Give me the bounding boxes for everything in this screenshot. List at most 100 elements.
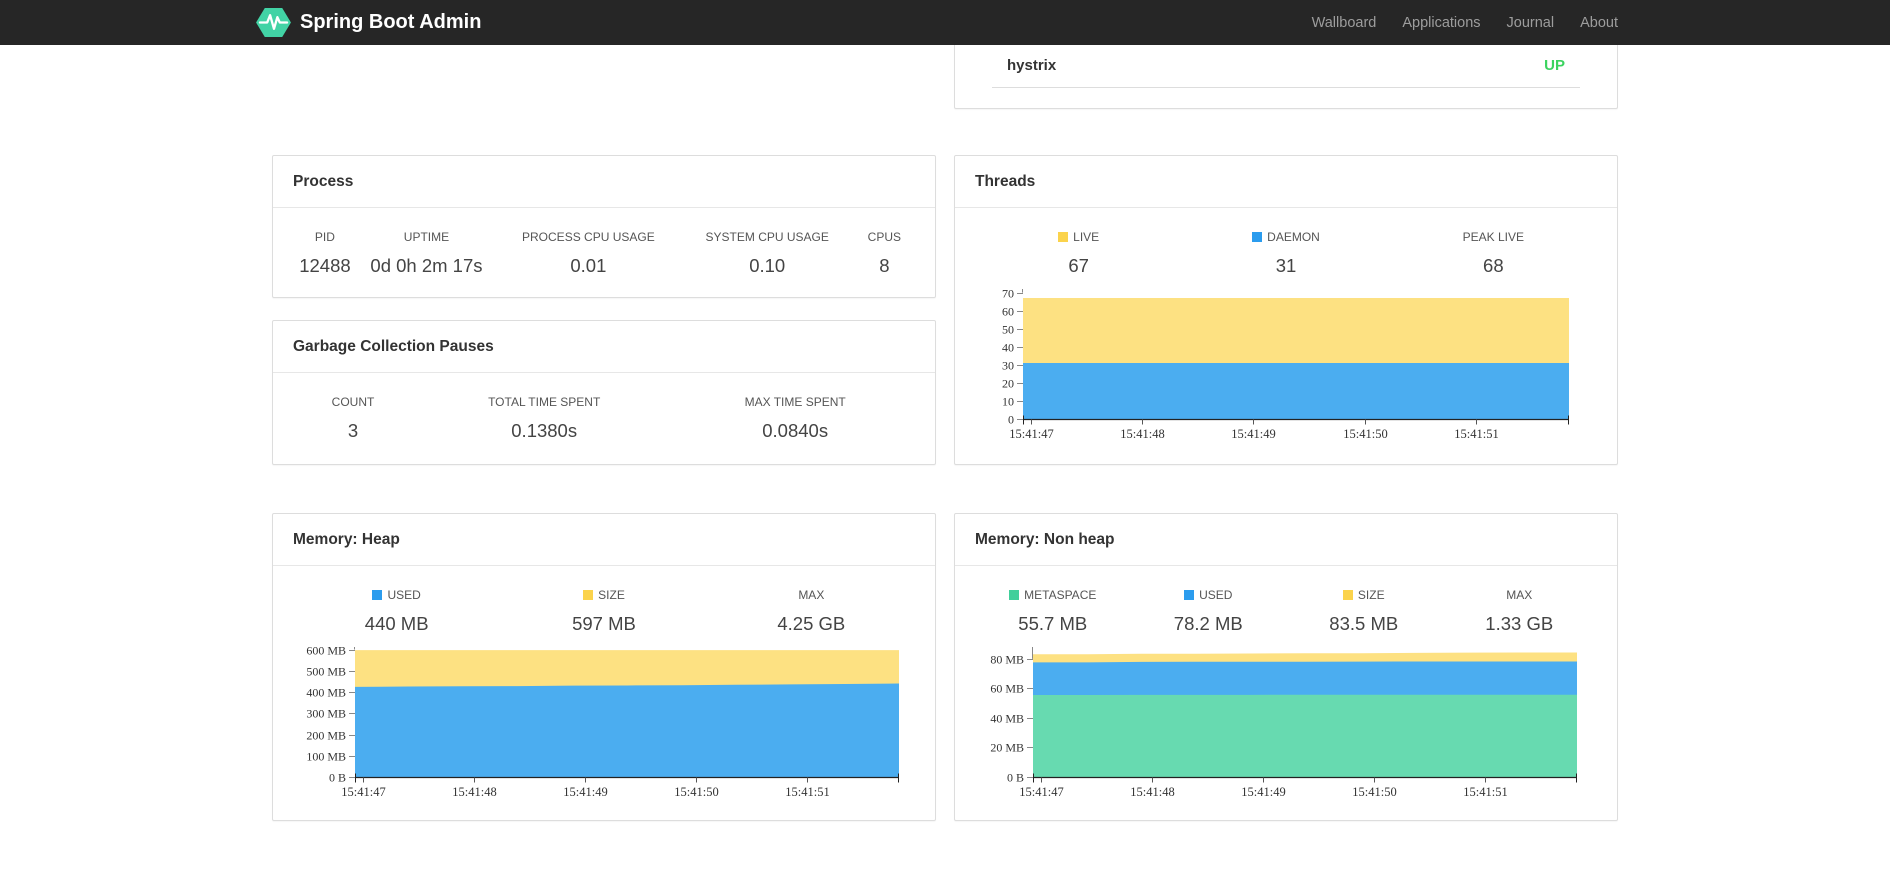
stat-label: MAX — [1506, 588, 1533, 602]
svg-text:15:41:50: 15:41:50 — [1352, 785, 1396, 799]
svg-text:40: 40 — [1002, 341, 1014, 355]
memory-row: Memory: Heap USED SIZE MAX 440 MB 597 MB 4.25… — [272, 513, 1618, 821]
stat-label: LIVE — [975, 230, 1182, 244]
gc-pauses-card-body: COUNT TOTAL TIME SPENT MAX TIME SPENT 3 0.13… — [273, 373, 935, 442]
svg-text:15:41:47: 15:41:47 — [341, 785, 385, 799]
threads-stats-table: LIVE DAEMON PEAK LIVE 67 31 68 — [975, 230, 1597, 277]
status-badge: UP — [1544, 57, 1565, 74]
stat-value: 0.0840s — [762, 420, 829, 441]
threads-card-title: Threads — [955, 156, 1617, 208]
svg-text:0 B: 0 B — [1007, 771, 1024, 785]
stat-label: USED — [1131, 588, 1287, 602]
gc-pauses-card: Garbage Collection Pauses COUNT TOTAL TIM… — [272, 320, 936, 465]
left-column: Process PID UPTIME PROCESS CPU USAGE SYSTEM… — [272, 155, 936, 465]
application-status-card: hystrix UP — [954, 45, 1618, 109]
svg-text:50: 50 — [1002, 323, 1014, 337]
legend-swatch-icon — [1342, 590, 1353, 600]
legend-swatch-icon — [1058, 232, 1069, 242]
svg-text:15:41:49: 15:41:49 — [1231, 427, 1275, 441]
svg-text:15:41:49: 15:41:49 — [1241, 785, 1285, 799]
brand-title: Spring Boot Admin — [300, 11, 482, 33]
stat-label: PROCESS CPU USAGE — [522, 230, 655, 244]
nav-link-journal[interactable]: Journal — [1506, 14, 1555, 31]
svg-text:0 B: 0 B — [329, 771, 346, 785]
stat-value: 0.01 — [570, 255, 607, 276]
stat-label: DAEMON — [1182, 230, 1389, 244]
memory-heap-chart: 0 B 100 MB 200 MB 300 MB 400 MB 500 MB 600 MB 1… — [293, 639, 915, 808]
threads-chart-svg: 0 10 20 30 40 50 60 70 15:41:47 15:41:48 15:41:49 1… — [1002, 287, 1569, 441]
process-card-title: Process — [273, 156, 935, 208]
svg-text:200 MB: 200 MB — [306, 729, 346, 743]
svg-text:15:41:47: 15:41:47 — [1019, 785, 1063, 799]
stat-label: COUNT — [331, 395, 375, 409]
memory-heap-chart-svg: 0 B 100 MB 200 MB 300 MB 400 MB 500 MB 600 MB 1… — [306, 644, 899, 799]
stat-label: MAX — [798, 588, 825, 602]
stat-label: PID — [314, 230, 335, 244]
stat-value: 12488 — [299, 255, 351, 276]
svg-text:10: 10 — [1002, 395, 1014, 409]
svg-text:60: 60 — [1002, 305, 1014, 319]
stat-value: 68 — [1483, 255, 1504, 276]
memory-nonheap-chart: 0 B 20 MB 40 MB 60 MB 80 MB 15:41:47 15:41:48 1… — [975, 639, 1597, 808]
stat-label: MAX TIME SPENT — [744, 395, 846, 409]
memory-nonheap-chart-svg: 0 B 20 MB 40 MB 60 MB 80 MB 15:41:47 15:41:48 1… — [990, 647, 1577, 799]
brand-link[interactable]: Spring Boot Admin — [256, 7, 481, 38]
stat-value: 67 — [1068, 255, 1089, 276]
nav-link-applications[interactable]: Applications — [1402, 14, 1481, 31]
svg-text:70: 70 — [1002, 287, 1014, 301]
memory-nonheap-card: Memory: Non heap METASPACE USED SIZE MAX 55.… — [954, 513, 1618, 821]
memory-heap-card-body: USED SIZE MAX 440 MB 597 MB 4.25 GB 0 B 100 MB… — [273, 566, 935, 808]
stat-value: 0.10 — [749, 255, 786, 276]
navbar-inner: Spring Boot Admin Wallboard Applications J… — [256, 0, 1618, 45]
svg-text:0: 0 — [1008, 413, 1014, 427]
threads-card-body: LIVE DAEMON PEAK LIVE 67 31 68 0 10 20 30 40 50 60 7… — [955, 208, 1617, 450]
svg-text:15:41:48: 15:41:48 — [452, 785, 496, 799]
stat-value: 0d 0h 2m 17s — [370, 255, 483, 276]
svg-text:15:41:51: 15:41:51 — [785, 785, 829, 799]
top-navbar: Spring Boot Admin Wallboard Applications J… — [0, 0, 1890, 45]
svg-text:20 MB: 20 MB — [990, 741, 1024, 755]
stat-value: 440 MB — [364, 613, 429, 634]
stat-value: 3 — [347, 420, 359, 441]
nav-links: Wallboard Applications Journal About — [1299, 15, 1618, 31]
memory-nonheap-card-title: Memory: Non heap — [955, 514, 1617, 566]
svg-text:300 MB: 300 MB — [306, 707, 346, 721]
legend-swatch-icon — [1184, 590, 1195, 600]
svg-text:30: 30 — [1002, 359, 1014, 373]
nav-link-wallboard[interactable]: Wallboard — [1311, 14, 1377, 31]
svg-text:100 MB: 100 MB — [306, 750, 346, 764]
nav-link-about[interactable]: About — [1580, 14, 1618, 31]
stat-label: SIZE — [500, 588, 707, 602]
svg-text:80 MB: 80 MB — [990, 653, 1024, 667]
application-status-row[interactable]: hystrix UP — [992, 45, 1580, 88]
stat-label: USED — [293, 588, 500, 602]
stat-value: 31 — [1275, 255, 1297, 276]
stat-value: 8 — [879, 255, 890, 276]
spring-boot-admin-logo-icon — [256, 7, 291, 38]
svg-text:15:41:49: 15:41:49 — [563, 785, 607, 799]
stat-value: 55.7 MB — [1018, 613, 1088, 634]
stat-label: CPUS — [867, 230, 902, 244]
memory-nonheap-stats-table: METASPACE USED SIZE MAX 55.7 MB 78.2 MB 83.5 M… — [975, 588, 1597, 635]
legend-swatch-icon — [1252, 232, 1263, 242]
threads-card: Threads LIVE DAEMON PEAK LIVE 67 31 68 0 10 20 3… — [954, 155, 1618, 465]
legend-swatch-icon — [372, 590, 383, 600]
svg-text:500 MB: 500 MB — [306, 665, 346, 679]
gc-pauses-card-title: Garbage Collection Pauses — [273, 321, 935, 373]
application-name: hystrix — [1007, 57, 1057, 74]
svg-text:60 MB: 60 MB — [990, 682, 1024, 696]
svg-text:15:41:51: 15:41:51 — [1463, 785, 1507, 799]
memory-heap-stats-table: USED SIZE MAX 440 MB 597 MB 4.25 GB — [293, 588, 915, 635]
stat-label: UPTIME — [403, 230, 450, 244]
svg-text:15:41:50: 15:41:50 — [1343, 427, 1387, 441]
process-card-body: PID UPTIME PROCESS CPU USAGE SYSTEM CPU USA… — [273, 208, 935, 277]
memory-heap-column: Memory: Heap USED SIZE MAX 440 MB 597 MB 4.25… — [272, 513, 936, 821]
stat-value: 1.33 GB — [1485, 613, 1554, 634]
threads-chart: 0 10 20 30 40 50 60 70 15:41:47 15:41:48 15:41:49 1… — [975, 281, 1597, 450]
process-stats-table: PID UPTIME PROCESS CPU USAGE SYSTEM CPU USA… — [293, 230, 915, 277]
stat-value: 597 MB — [572, 613, 636, 634]
memory-nonheap-card-body: METASPACE USED SIZE MAX 55.7 MB 78.2 MB 83.5 M… — [955, 566, 1617, 808]
legend-swatch-icon — [583, 590, 594, 600]
stat-value: 83.5 MB — [1329, 613, 1399, 634]
svg-text:600 MB: 600 MB — [306, 644, 346, 658]
